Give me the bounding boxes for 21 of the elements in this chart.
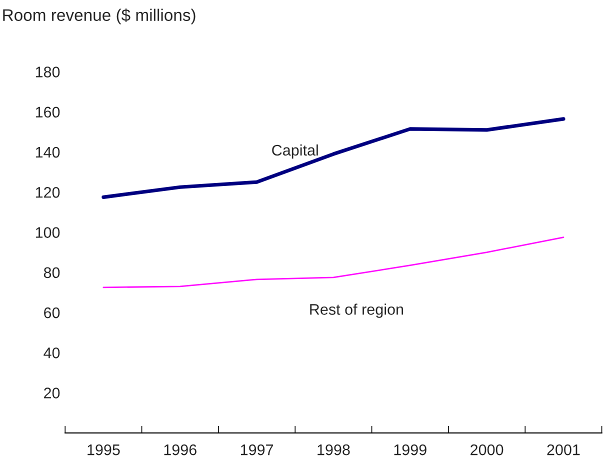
y-tick-label: 100 (36, 227, 60, 238)
y-tick-label: 160 (36, 106, 60, 118)
series-label: Capital (272, 144, 318, 159)
y-tick-label: 40 (44, 348, 60, 358)
y-tick-label: 80 (44, 267, 60, 278)
x-tick-label: 1998 (318, 444, 350, 456)
line-series (102, 117, 566, 199)
y-axis-title: Room revenue ($ millions) (3, 8, 196, 24)
y-tick-label: 60 (44, 307, 60, 318)
x-tick-label: 1996 (164, 444, 196, 456)
y-tick-label: 140 (36, 146, 60, 158)
x-tick-label: 1995 (88, 444, 120, 456)
x-tick-label: 2001 (547, 444, 580, 456)
y-tick-label: 20 (44, 388, 60, 398)
y-tick-label: 180 (36, 66, 60, 78)
y-tick-label: 120 (36, 187, 60, 198)
x-tick-label: 1999 (394, 444, 426, 456)
line-series (102, 236, 564, 288)
x-tick-label: 1997 (240, 444, 274, 456)
series-label: Rest of region (310, 304, 404, 318)
x-tick-label: 2000 (470, 444, 504, 456)
